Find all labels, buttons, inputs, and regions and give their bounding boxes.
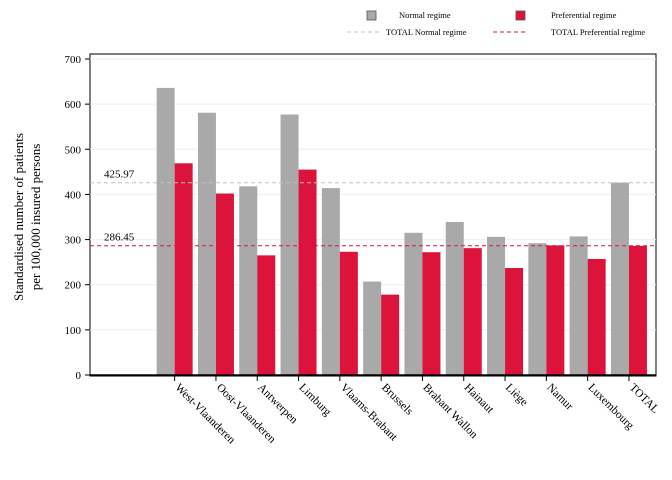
bars <box>156 87 647 376</box>
legend-swatch-normal <box>366 10 377 21</box>
bar-preferential-regime <box>381 294 400 375</box>
y-tick-label: 200 <box>65 280 82 292</box>
legend-swatch-preferential <box>515 10 526 21</box>
bar-preferential-regime <box>587 258 606 375</box>
bar-normal-regime <box>156 87 175 376</box>
x-tick-label: Hainaut <box>462 382 497 417</box>
bar-normal-regime <box>280 114 299 376</box>
x-tick-label: Antwerpen <box>255 382 300 427</box>
bar-normal-regime <box>569 236 588 375</box>
bar-normal-regime <box>321 188 340 375</box>
y-axis-label-line-2: per 100,000 insured persons <box>28 144 43 291</box>
reference-label-total-normal: 425.97 <box>104 169 135 181</box>
bar-preferential-regime <box>463 248 482 375</box>
y-tick-label: 600 <box>65 99 82 111</box>
y-tick-label: 100 <box>65 325 82 337</box>
bar-preferential-regime <box>298 169 317 375</box>
bar-preferential-regime <box>257 255 276 375</box>
legend-label-total-normal: TOTAL Normal regime <box>386 27 467 37</box>
reference-lines: 425.97 286.45 <box>90 169 656 247</box>
bar-normal-regime <box>197 112 216 375</box>
bar-normal-regime <box>239 186 258 375</box>
bar-normal-regime <box>610 182 629 375</box>
legend: Normal regime Preferential regime TOTAL No… <box>347 10 645 37</box>
bar-normal-regime <box>404 232 423 375</box>
x-tick-label: TOTAL <box>627 382 661 416</box>
x-tick-label: Namur <box>544 382 575 413</box>
legend-label-preferential: Preferential regime <box>551 10 617 20</box>
y-tick-label: 700 <box>65 54 82 66</box>
y-tick-label: 300 <box>65 235 82 247</box>
bar-preferential-regime <box>215 193 234 375</box>
bar-normal-regime <box>487 236 506 375</box>
bar-normal-regime <box>445 221 464 375</box>
bar-normal-regime <box>363 281 382 375</box>
y-tick-label: 400 <box>65 189 82 201</box>
legend-label-normal: Normal regime <box>399 10 451 20</box>
bar-preferential-regime <box>174 163 193 375</box>
x-tick-label: Liège <box>503 382 530 409</box>
reference-label-total-preferential: 286.45 <box>104 232 135 244</box>
legend-label-total-preferential: TOTAL Preferential regime <box>551 27 645 37</box>
bar-preferential-regime <box>628 245 647 375</box>
bar-normal-regime <box>528 243 547 375</box>
bar-preferential-regime <box>339 251 358 375</box>
x-tick-label: Brussels <box>379 382 415 418</box>
y-tick-label: 500 <box>65 144 82 156</box>
bar-preferential-regime <box>505 268 524 375</box>
y-tick-label: 0 <box>76 370 82 382</box>
y-axis-label-line-1: Standardised number of patients <box>11 133 26 301</box>
bar-preferential-regime <box>422 252 441 375</box>
bar-preferential-regime <box>546 245 565 375</box>
x-tick-label: Limburg <box>296 382 333 419</box>
